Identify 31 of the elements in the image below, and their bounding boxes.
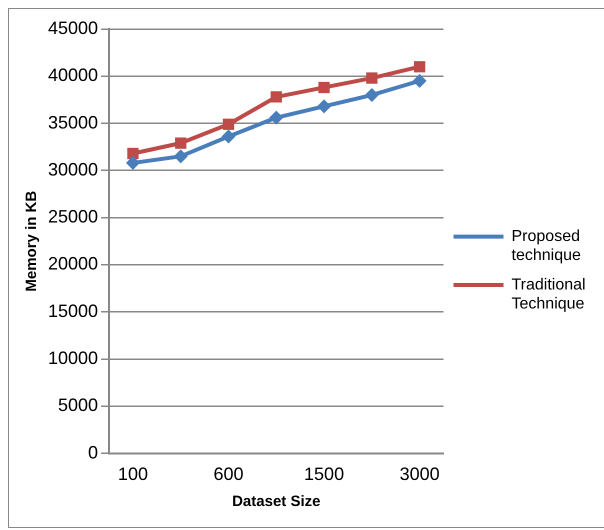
point [366, 72, 378, 84]
point [222, 118, 234, 130]
point [269, 110, 284, 125]
x-axis-title: Dataset Size [232, 493, 320, 510]
y-tick-label: 45000 [48, 18, 98, 38]
y-tick-label: 40000 [48, 65, 98, 86]
x-tick-label: 1500 [304, 464, 344, 484]
y-tick-label: 25000 [48, 206, 98, 227]
y-tick-label: 0 [88, 442, 98, 462]
point [126, 156, 140, 170]
y-tick-label: 30000 [48, 159, 98, 180]
point [364, 88, 379, 102]
y-tick-label: 35000 [48, 112, 98, 132]
y-tick-label: 20000 [48, 254, 98, 274]
point [222, 130, 236, 144]
x-tick-label: 3000 [400, 464, 440, 484]
x-tick-label: 100 [118, 464, 148, 484]
point [317, 99, 332, 114]
point [270, 91, 282, 103]
legend-label: Traditional Technique [512, 276, 586, 313]
point [318, 82, 330, 94]
y-tick-label: 10000 [48, 348, 98, 368]
point [174, 149, 188, 164]
point [412, 74, 427, 88]
x-tick-label: 600 [213, 464, 244, 484]
point [175, 137, 186, 149]
y-tick-label: 5000 [58, 395, 98, 416]
y-axis-title: Memory in KB [23, 190, 40, 292]
y-tick-label: 15000 [48, 300, 98, 321]
legend-label: Proposed technique [512, 228, 581, 264]
point [414, 61, 426, 72]
